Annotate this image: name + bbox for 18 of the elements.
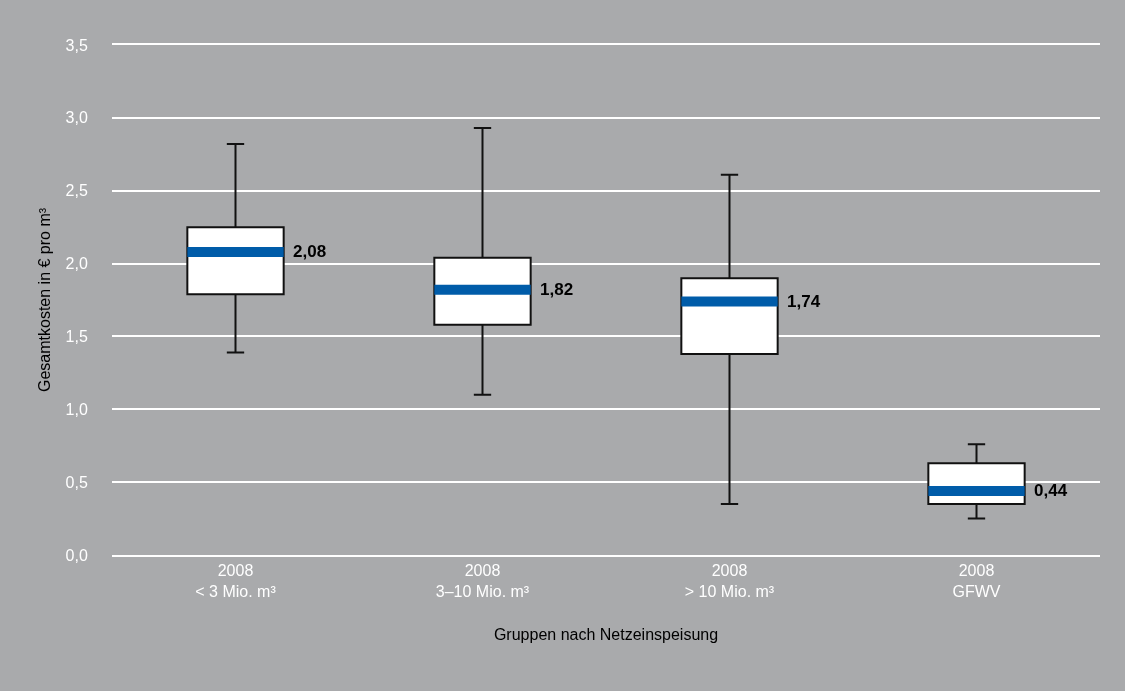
y-tick-label: 0,0 [65, 546, 88, 564]
y-tick-label: 0,5 [65, 473, 88, 491]
text: 1,74 [787, 292, 821, 311]
x-tick-label: 2008 > 10 Mio. m³ [684, 561, 775, 600]
text: 1,82 [540, 280, 574, 299]
y-tick-label: 1,5 [65, 328, 88, 346]
y-axis-title: Gesamtkosten in € pro m³ [36, 207, 54, 393]
x-tick-label: 2008 < 3 Mio. m³ [195, 561, 277, 600]
text: 2,08 [293, 242, 327, 261]
y-tick-label: 2,0 [65, 255, 88, 273]
x-tick-label: 2008 3–10 Mio. m³ [435, 561, 530, 600]
y-tick-label: 1,0 [65, 400, 88, 418]
y-tick-label: 3,5 [65, 36, 88, 54]
x-axis-title: Gruppen nach Netzeinspeisung [493, 625, 719, 643]
y-tick-label: 3,0 [65, 109, 88, 127]
text: 0,44 [1034, 481, 1068, 500]
y-tick-label: 2,5 [65, 182, 88, 200]
x-tick-label: 2008 GFWV [952, 561, 1001, 600]
